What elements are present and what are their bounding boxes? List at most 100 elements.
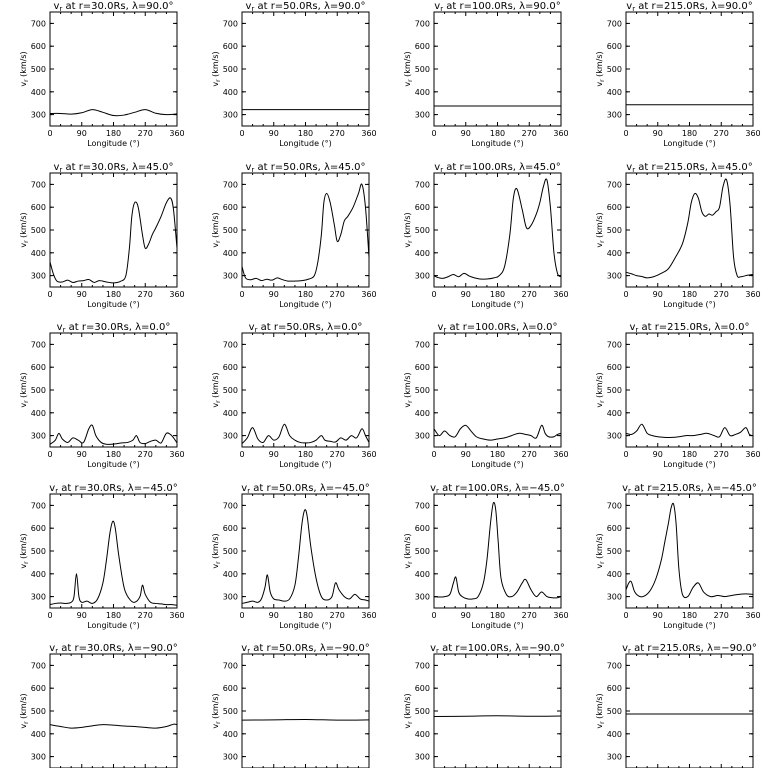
chart-panel: vr at r=215.0Rs, λ=45.0° 300 400 500 600 700 0…: [595, 162, 761, 309]
y-tick-label: 500: [607, 547, 622, 556]
chart-panel: vr at r=100.0Rs, λ=90.0° 300 400 500 600 700 0…: [403, 1, 569, 148]
x-tick-label: 90: [269, 450, 279, 459]
x-tick-label: 360: [553, 129, 568, 138]
chart-title: vr at r=30.0Rs, λ=−90.0°: [49, 643, 177, 655]
y-tick-label: 700: [415, 340, 430, 349]
y-tick-label: 400: [607, 570, 622, 579]
chart-panel: vr at r=50.0Rs, λ=−90.0°3004005006007000…: [211, 643, 370, 768]
y-tick-label: 600: [31, 524, 46, 533]
x-axis-label: Longitude (°): [279, 460, 332, 469]
x-tick-label: 270: [138, 129, 153, 138]
x-tick-label: 90: [269, 129, 279, 138]
x-axis-label: Longitude (°): [663, 139, 716, 148]
y-tick-label: 500: [415, 65, 430, 74]
x-axis-label: Longitude (°): [87, 139, 140, 148]
y-axis-label: vr (km/s): [403, 693, 414, 728]
x-tick-label: 360: [361, 450, 376, 459]
y-tick-label: 500: [607, 707, 622, 716]
x-tick-label: 180: [298, 450, 313, 459]
y-tick-label: 300: [607, 753, 622, 762]
x-tick-label: 0: [47, 450, 52, 459]
x-tick-label: 0: [623, 611, 628, 620]
chart-title: vr at r=215.0Rs, λ=45.0°: [626, 162, 752, 174]
y-tick-label: 600: [607, 363, 622, 372]
series-line: [49, 520, 178, 606]
x-tick-label: 360: [361, 290, 376, 299]
chart-title: vr at r=30.0Rs, λ=45.0°: [53, 162, 173, 174]
x-tick-label: 90: [653, 129, 663, 138]
y-tick-label: 700: [607, 340, 622, 349]
x-tick-label: 0: [431, 450, 436, 459]
plot-frame: [433, 172, 562, 288]
chart-panel: vr at r=215.0Rs, λ=90.0° 300 400 500 600 700 0…: [595, 1, 761, 148]
y-tick-label: 600: [415, 203, 430, 212]
y-tick-label: 300: [607, 111, 622, 120]
chart-title: vr at r=30.0Rs, λ=90.0°: [53, 1, 173, 13]
chart-title: vr at r=50.0Rs, λ=45.0°: [245, 162, 365, 174]
chart-title: vr at r=30.0Rs, λ=0.0°: [57, 322, 171, 334]
x-tick-label: 180: [682, 450, 697, 459]
y-tick-label: 300: [607, 272, 622, 281]
x-tick-label: 180: [298, 129, 313, 138]
y-tick-label: 700: [223, 340, 238, 349]
y-tick-label: 600: [415, 42, 430, 51]
y-axis-label: vr (km/s): [211, 212, 222, 247]
y-tick-label: 700: [31, 661, 46, 670]
x-tick-label: 360: [745, 290, 760, 299]
y-tick-label: 700: [607, 19, 622, 28]
series-line: [625, 502, 754, 599]
chart-title: vr at r=30.0Rs, λ=−45.0°: [49, 483, 177, 495]
y-tick-label: 300: [31, 432, 46, 441]
y-tick-label: 400: [607, 88, 622, 97]
y-tick-label: 500: [31, 65, 46, 74]
y-tick-label: 700: [607, 180, 622, 189]
series-line: [241, 718, 370, 721]
y-tick-label: 600: [223, 684, 238, 693]
x-tick-label: 180: [682, 611, 697, 620]
plot-frame: [49, 493, 178, 609]
x-tick-label: 180: [490, 129, 505, 138]
x-tick-label: 0: [239, 129, 244, 138]
y-tick-label: 300: [415, 432, 430, 441]
y-tick-label: 300: [31, 111, 46, 120]
x-tick-label: 90: [77, 129, 87, 138]
y-tick-label: 400: [415, 249, 430, 258]
x-axis-label: Longitude (°): [87, 460, 140, 469]
x-tick-label: 360: [745, 129, 760, 138]
y-axis-label: vr (km/s): [595, 51, 606, 86]
y-tick-label: 500: [31, 386, 46, 395]
chart-panel: vr at r=30.0Rs, λ=45.0° 300 400 500 600 700 0 9…: [19, 162, 185, 309]
chart-panel: vr at r=100.0Rs, λ=−90.0° 300 400 500 600 700…: [403, 643, 565, 768]
y-tick-label: 300: [31, 272, 46, 281]
x-axis-label: Longitude (°): [471, 621, 524, 630]
chart-panel: vr at r=30.0Rs, λ=0.0° 300 400 500 600 700 0 90…: [19, 322, 185, 469]
x-axis-label: Longitude (°): [471, 460, 524, 469]
plot-frame: [625, 653, 754, 768]
y-tick-label: 500: [415, 226, 430, 235]
y-tick-label: 400: [223, 409, 238, 418]
y-tick-label: 300: [607, 593, 622, 602]
y-axis-label: vr (km/s): [403, 51, 414, 86]
y-tick-label: 300: [31, 753, 46, 762]
plot-frame: [433, 332, 562, 448]
x-tick-label: 0: [623, 450, 628, 459]
x-tick-label: 180: [682, 129, 697, 138]
y-tick-label: 500: [223, 386, 238, 395]
y-tick-label: 300: [223, 111, 238, 120]
x-tick-label: 90: [653, 290, 663, 299]
series-line: [433, 501, 562, 600]
plot-frame: [625, 172, 754, 288]
y-tick-label: 400: [223, 88, 238, 97]
y-tick-label: 700: [607, 661, 622, 670]
x-axis-label: Longitude (°): [663, 300, 716, 309]
x-tick-label: 90: [653, 450, 663, 459]
x-tick-label: 0: [239, 611, 244, 620]
y-tick-label: 300: [223, 593, 238, 602]
y-tick-label: 600: [415, 524, 430, 533]
x-tick-label: 180: [106, 129, 121, 138]
y-tick-label: 300: [31, 593, 46, 602]
chart-title: vr at r=215.0Rs, λ=−45.0°: [622, 483, 757, 495]
y-tick-label: 500: [31, 226, 46, 235]
x-tick-label: 270: [714, 450, 729, 459]
